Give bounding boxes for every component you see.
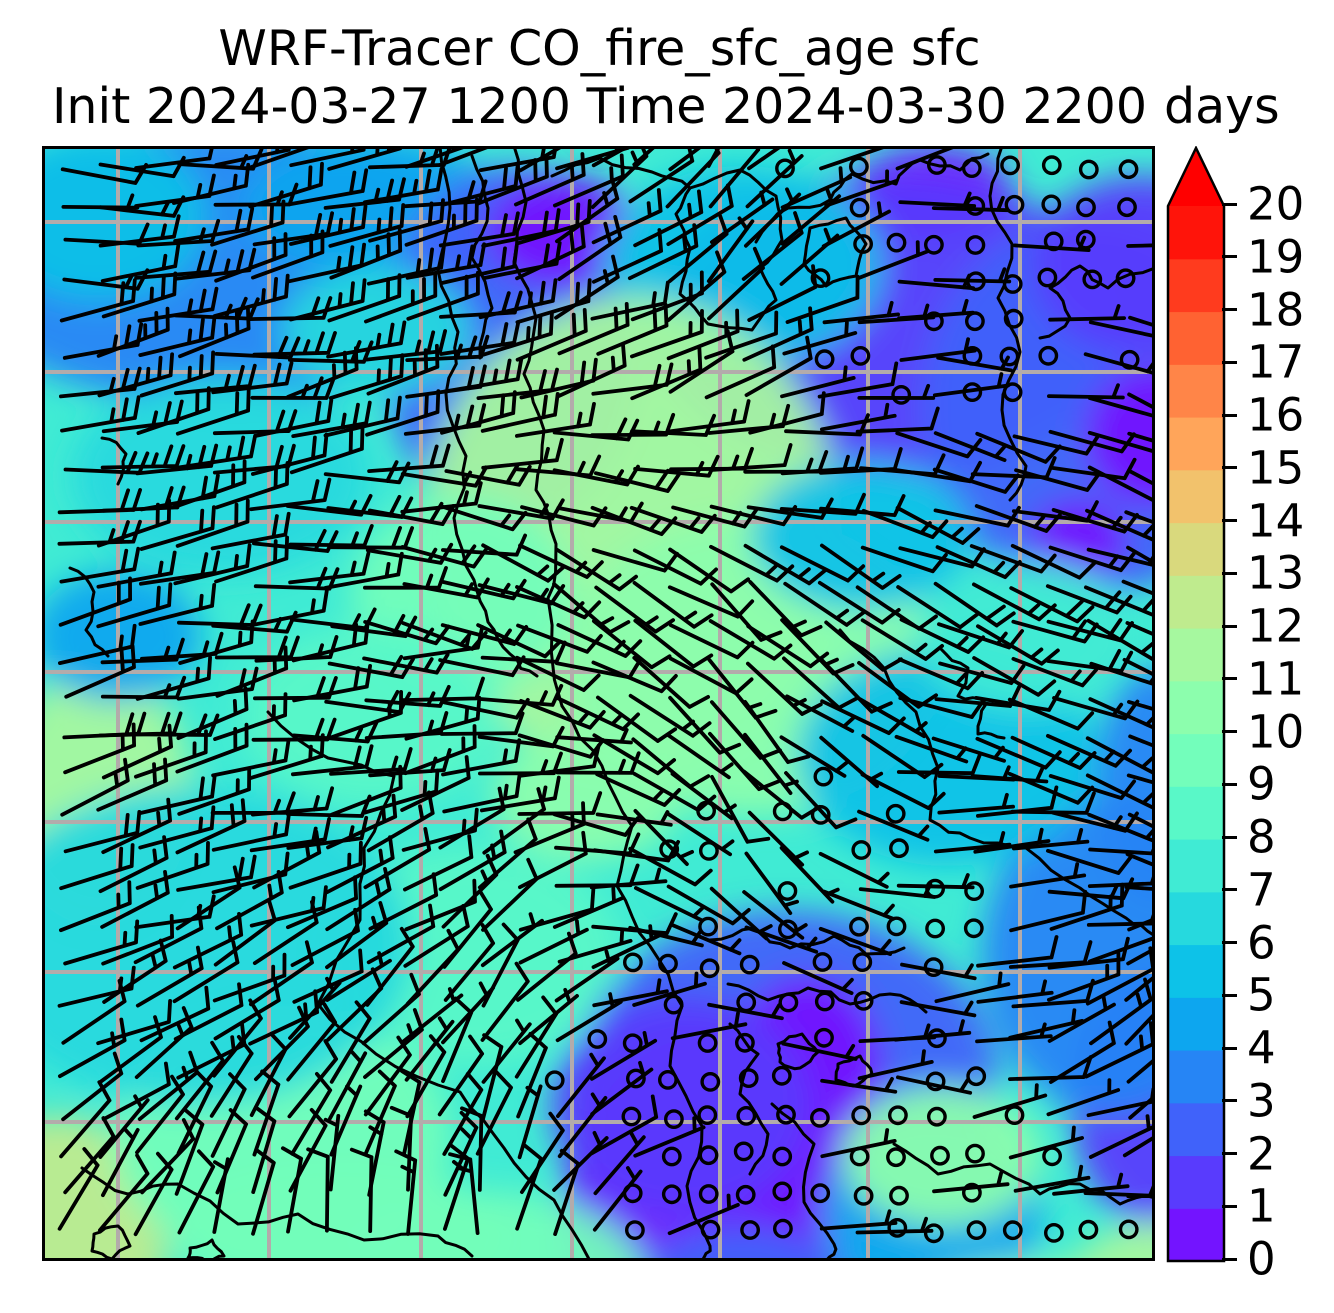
colorbar-tick [1222, 993, 1237, 997]
colorbar-tick [1222, 255, 1237, 259]
colorbar [1166, 146, 1226, 1263]
colorbar-tick-label: 8 [1247, 810, 1276, 864]
colorbar-tick-label: 0 [1247, 1232, 1276, 1286]
colorbar-tick-label: 4 [1247, 1021, 1276, 1075]
colorbar-tick [1222, 1152, 1237, 1155]
colorbar-tick-label: 13 [1247, 546, 1305, 600]
colorbar-tick-label: 5 [1247, 968, 1276, 1022]
colorbar-tick [1222, 308, 1237, 311]
colorbar-tick [1222, 519, 1237, 522]
colorbar-tick-label: 3 [1247, 1074, 1276, 1128]
colorbar-tick [1222, 1257, 1237, 1261]
colorbar-tick-label: 6 [1247, 916, 1276, 969]
colorbar-tick [1222, 466, 1237, 470]
colorbar-tick-label: 20 [1247, 177, 1305, 231]
colorbar-tick [1222, 941, 1237, 944]
colorbar-tick-label: 14 [1247, 494, 1305, 547]
colorbar-outline [1166, 146, 1226, 1263]
colorbar-unit-label: days [1164, 78, 1280, 135]
colorbar-tick-label: 15 [1247, 441, 1305, 495]
colorbar-tick-label: 12 [1247, 599, 1305, 653]
colorbar-tick [1222, 202, 1237, 206]
colorbar-tick [1222, 571, 1237, 575]
colorbar-tick-label: 17 [1247, 335, 1305, 389]
colorbar-tick-label: 7 [1247, 863, 1276, 917]
colorbar-tick [1222, 413, 1237, 417]
colorbar-tick-label: 10 [1247, 705, 1305, 758]
calm-wind-circles [544, 155, 1140, 1244]
colorbar-tick [1222, 782, 1237, 786]
colorbar-tick-label: 9 [1247, 757, 1276, 811]
plot-title: WRF-Tracer CO_fire_sfc_age sfc [218, 20, 981, 77]
map-axes [42, 146, 1155, 1261]
colorbar-tick [1222, 1046, 1237, 1050]
colorbar-tick [1222, 624, 1237, 628]
colorbar-tick-label: 18 [1247, 283, 1305, 336]
colorbar-tick [1222, 835, 1237, 839]
colorbar-tick-label: 2 [1247, 1127, 1276, 1180]
colorbar-extend-arrow [1168, 148, 1224, 206]
colorbar-tick [1222, 677, 1237, 681]
colorbar-tick [1222, 360, 1237, 364]
map-plot-canvas [42, 146, 1155, 1261]
map-frame [42, 146, 1155, 1261]
wind-barbs [57, 146, 1155, 1237]
colorbar-tick [1222, 730, 1237, 733]
colorbar-tick [1222, 888, 1237, 892]
colorbar-tick-label: 11 [1247, 652, 1305, 706]
colorbar-bands [1168, 206, 1224, 1262]
plot-subtitle-init-valid-time: Init 2024-03-27 1200 Time 2024-03-30 220… [51, 78, 1148, 135]
colorbar-tick-label: 1 [1247, 1179, 1276, 1233]
colorbar-tick [1222, 1204, 1237, 1208]
colorbar-tick-label: 19 [1247, 230, 1305, 284]
colorbar-tick [1222, 1099, 1237, 1103]
colorbar-tick-label: 16 [1247, 388, 1305, 442]
